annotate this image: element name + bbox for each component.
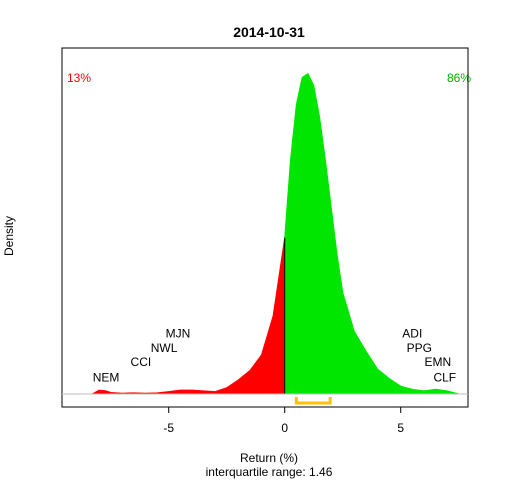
ticker-label-mjn: MJN [166,327,191,341]
y-axis-label: Density [2,216,16,256]
ticker-label-adi: ADI [402,327,422,341]
ticker-label-nwl: NWL [151,341,178,355]
plot-frame [61,47,469,408]
ticker-label-cci: CCI [131,355,152,369]
ticker-label-clf: CLF [433,370,456,384]
ticker-label-ppg: PPG [407,341,432,355]
x-tick-label: 0 [281,421,288,435]
x-tick-label: 5 [397,421,404,435]
chart-title: 2014-10-31 [233,24,305,40]
iqr-footnote: interquartile range: 1.46 [206,465,333,479]
ticker-label-nem: NEM [93,370,120,384]
positive-share-label: 86% [447,71,471,85]
ticker-label-emn: EMN [425,355,452,369]
negative-density-area [90,237,286,395]
positive-density-area [284,72,459,395]
x-axis-label: Return (%) [240,451,298,465]
negative-share-label: 13% [67,71,91,85]
iqr-bracket [294,397,332,405]
x-tick-label: -5 [163,421,174,435]
